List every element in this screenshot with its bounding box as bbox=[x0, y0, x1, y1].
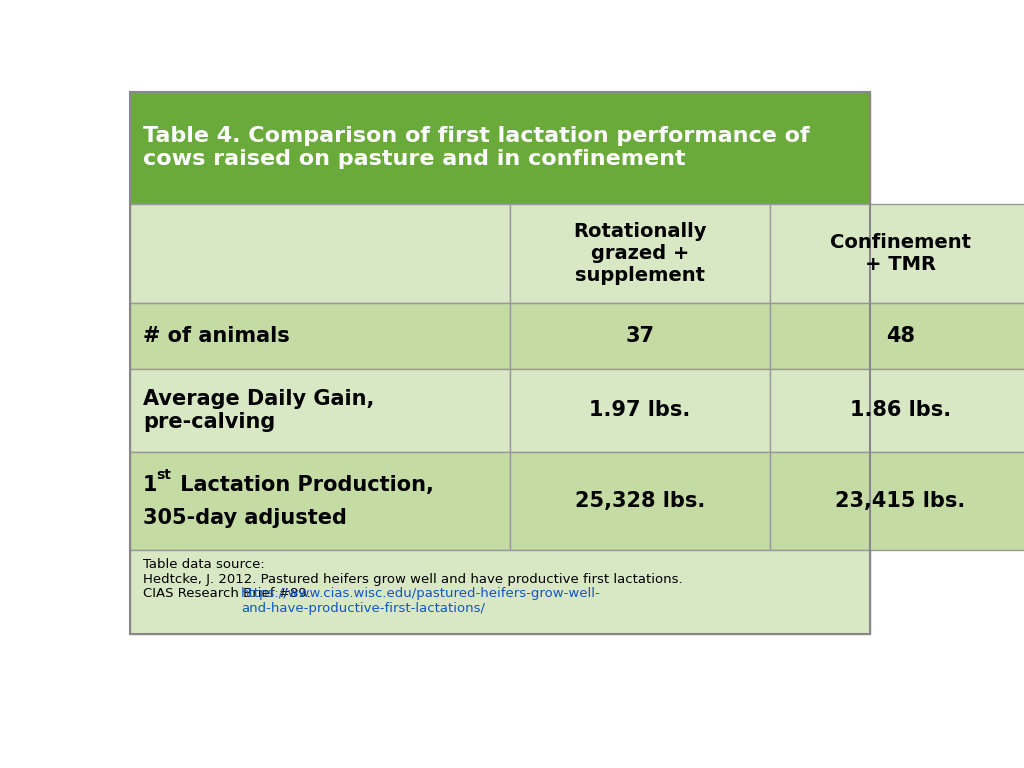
FancyBboxPatch shape bbox=[510, 369, 770, 452]
FancyBboxPatch shape bbox=[770, 369, 1024, 452]
FancyBboxPatch shape bbox=[130, 92, 870, 204]
Text: 23,415 lbs.: 23,415 lbs. bbox=[835, 491, 966, 511]
Text: # of animals: # of animals bbox=[143, 326, 290, 346]
Text: Confinement
+ TMR: Confinement + TMR bbox=[829, 233, 971, 274]
FancyBboxPatch shape bbox=[510, 452, 770, 550]
FancyBboxPatch shape bbox=[770, 452, 1024, 550]
Text: 48: 48 bbox=[886, 326, 914, 346]
FancyBboxPatch shape bbox=[510, 204, 770, 303]
FancyBboxPatch shape bbox=[130, 369, 510, 452]
FancyBboxPatch shape bbox=[770, 303, 1024, 369]
Text: Rotationally
grazed +
supplement: Rotationally grazed + supplement bbox=[573, 222, 707, 285]
Text: 37: 37 bbox=[626, 326, 654, 346]
Text: 1: 1 bbox=[143, 475, 158, 495]
Text: st: st bbox=[156, 468, 171, 482]
FancyBboxPatch shape bbox=[130, 303, 510, 369]
Text: Average Daily Gain,
pre-calving: Average Daily Gain, pre-calving bbox=[143, 389, 375, 432]
Text: 1.86 lbs.: 1.86 lbs. bbox=[850, 400, 950, 420]
Text: Table 4. Comparison of first lactation performance of
cows raised on pasture and: Table 4. Comparison of first lactation p… bbox=[143, 126, 810, 170]
Text: Table data source:
Hedtcke, J. 2012. Pastured heifers grow well and have product: Table data source: Hedtcke, J. 2012. Pas… bbox=[143, 558, 683, 585]
Text: Lactation Production,: Lactation Production, bbox=[173, 475, 434, 495]
FancyBboxPatch shape bbox=[510, 303, 770, 369]
Text: 25,328 lbs.: 25,328 lbs. bbox=[575, 491, 706, 511]
FancyBboxPatch shape bbox=[130, 204, 510, 303]
FancyBboxPatch shape bbox=[130, 452, 510, 550]
FancyBboxPatch shape bbox=[770, 204, 1024, 303]
Text: CIAS Research Brief #89.: CIAS Research Brief #89. bbox=[143, 587, 315, 600]
Text: https://www.cias.wisc.edu/pastured-heifers-grow-well-
and-have-productive-first-: https://www.cias.wisc.edu/pastured-heife… bbox=[241, 587, 601, 614]
Text: 1.97 lbs.: 1.97 lbs. bbox=[590, 400, 691, 420]
Text: 305-day adjusted: 305-day adjusted bbox=[143, 508, 347, 528]
FancyBboxPatch shape bbox=[130, 550, 870, 634]
